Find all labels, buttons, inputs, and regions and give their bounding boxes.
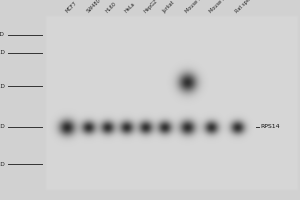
Text: 25KD: 25KD: [0, 84, 5, 88]
Text: Jurkat: Jurkat: [162, 0, 176, 14]
Text: 15KD: 15KD: [0, 124, 5, 130]
Text: SW480: SW480: [86, 0, 102, 14]
Text: 40KD: 40KD: [0, 32, 5, 38]
Text: HepG2: HepG2: [143, 0, 159, 14]
Text: 10KD: 10KD: [0, 162, 5, 166]
Text: HL60: HL60: [105, 1, 118, 14]
Text: RPS14: RPS14: [260, 124, 280, 130]
Text: 35KD: 35KD: [0, 50, 5, 55]
Text: MCF7: MCF7: [64, 1, 77, 14]
Text: Rat spleen: Rat spleen: [235, 0, 257, 14]
Text: Mouse spleen: Mouse spleen: [185, 0, 213, 14]
Text: Mouse lung: Mouse lung: [208, 0, 232, 14]
Text: HeLa: HeLa: [124, 2, 136, 14]
